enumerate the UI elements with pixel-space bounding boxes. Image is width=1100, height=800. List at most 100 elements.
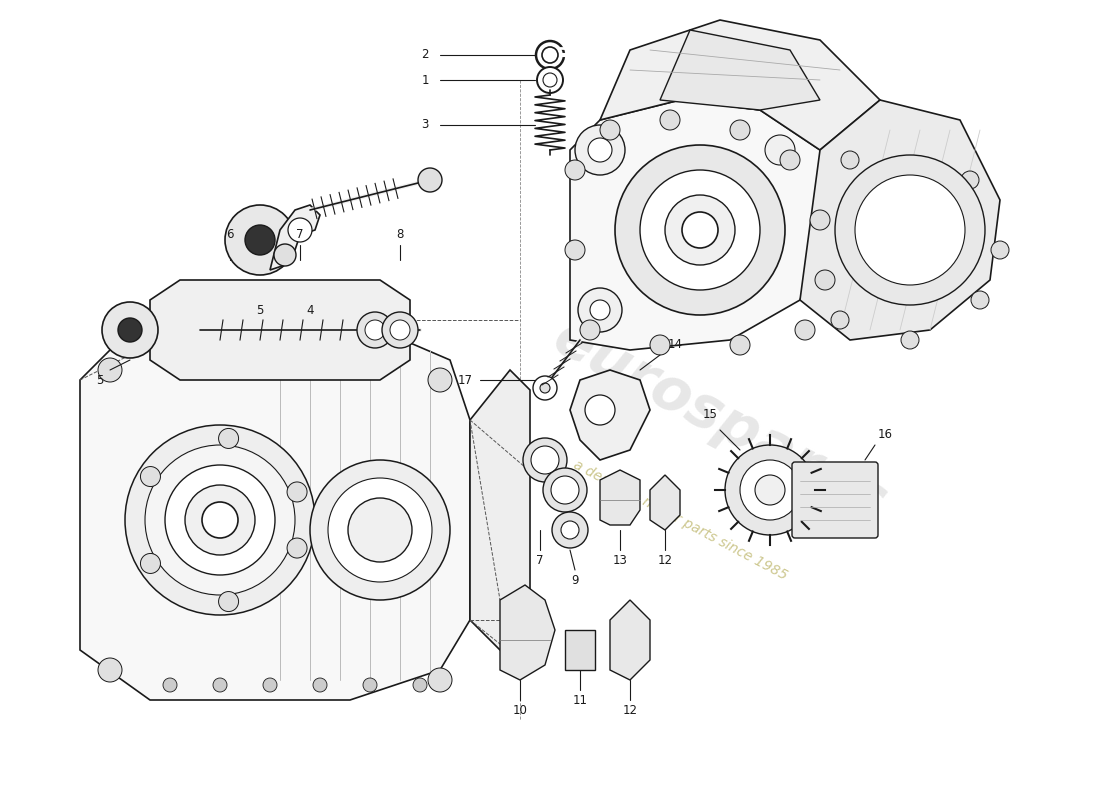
Circle shape <box>561 521 579 539</box>
Circle shape <box>682 212 718 248</box>
Bar <box>565 630 595 670</box>
Text: 17: 17 <box>458 374 473 386</box>
Circle shape <box>145 445 295 595</box>
Circle shape <box>600 120 620 140</box>
FancyBboxPatch shape <box>792 462 878 538</box>
Text: 9: 9 <box>571 574 579 586</box>
Circle shape <box>835 155 984 305</box>
Circle shape <box>288 218 312 242</box>
Circle shape <box>578 288 621 332</box>
Circle shape <box>390 320 410 340</box>
Circle shape <box>219 591 239 611</box>
Circle shape <box>650 335 670 355</box>
Polygon shape <box>800 100 1000 340</box>
Circle shape <box>660 110 680 130</box>
Polygon shape <box>150 280 410 380</box>
Circle shape <box>363 678 377 692</box>
Circle shape <box>98 658 122 682</box>
Text: 7: 7 <box>296 229 304 242</box>
Text: 15: 15 <box>703 409 717 422</box>
Polygon shape <box>600 470 640 525</box>
Circle shape <box>219 429 239 449</box>
Text: 4: 4 <box>306 303 313 317</box>
Circle shape <box>165 465 275 575</box>
Polygon shape <box>570 100 830 350</box>
Text: 12: 12 <box>623 703 638 717</box>
Circle shape <box>755 475 785 505</box>
Circle shape <box>901 331 918 349</box>
Text: 8: 8 <box>396 229 404 242</box>
Circle shape <box>358 312 393 348</box>
Circle shape <box>540 383 550 393</box>
Circle shape <box>565 240 585 260</box>
Circle shape <box>961 171 979 189</box>
Circle shape <box>815 270 835 290</box>
Circle shape <box>740 460 800 520</box>
Polygon shape <box>80 320 470 700</box>
Text: 14: 14 <box>668 338 682 351</box>
Polygon shape <box>500 585 556 680</box>
Circle shape <box>141 466 161 486</box>
Polygon shape <box>660 30 820 110</box>
Circle shape <box>412 678 427 692</box>
Polygon shape <box>570 370 650 460</box>
Circle shape <box>666 195 735 265</box>
Circle shape <box>991 241 1009 259</box>
Circle shape <box>855 175 965 285</box>
Text: 5: 5 <box>256 303 264 317</box>
Circle shape <box>580 320 600 340</box>
Circle shape <box>575 125 625 175</box>
Circle shape <box>565 160 585 180</box>
Circle shape <box>543 468 587 512</box>
Text: 3: 3 <box>421 118 429 131</box>
Circle shape <box>531 446 559 474</box>
Circle shape <box>163 678 177 692</box>
Circle shape <box>551 476 579 504</box>
Circle shape <box>418 168 442 192</box>
Circle shape <box>98 358 122 382</box>
Circle shape <box>428 368 452 392</box>
Text: 5: 5 <box>97 374 103 386</box>
Circle shape <box>795 320 815 340</box>
Polygon shape <box>270 205 320 270</box>
Circle shape <box>542 47 558 63</box>
Circle shape <box>287 538 307 558</box>
Circle shape <box>552 512 589 548</box>
Circle shape <box>314 678 327 692</box>
Text: 10: 10 <box>513 703 527 717</box>
Circle shape <box>141 554 161 574</box>
Text: 11: 11 <box>572 694 587 706</box>
Circle shape <box>185 485 255 555</box>
Circle shape <box>590 300 610 320</box>
Text: 12: 12 <box>658 554 672 566</box>
Circle shape <box>263 678 277 692</box>
Circle shape <box>522 438 566 482</box>
Text: a dealer in motor parts since 1985: a dealer in motor parts since 1985 <box>571 458 790 582</box>
Circle shape <box>328 478 432 582</box>
Circle shape <box>730 120 750 140</box>
Circle shape <box>287 482 307 502</box>
Circle shape <box>365 320 385 340</box>
Circle shape <box>780 150 800 170</box>
Circle shape <box>588 138 612 162</box>
Polygon shape <box>610 600 650 680</box>
Text: 2: 2 <box>421 49 429 62</box>
Circle shape <box>310 460 450 600</box>
Circle shape <box>125 425 315 615</box>
Polygon shape <box>470 370 530 650</box>
Text: eurospares: eurospares <box>543 308 896 532</box>
Circle shape <box>274 244 296 266</box>
Circle shape <box>585 395 615 425</box>
Circle shape <box>202 502 238 538</box>
Circle shape <box>543 73 557 87</box>
Text: 13: 13 <box>613 554 627 566</box>
Circle shape <box>226 205 295 275</box>
Circle shape <box>213 678 227 692</box>
Circle shape <box>830 311 849 329</box>
Text: 6: 6 <box>227 229 233 242</box>
Polygon shape <box>650 475 680 530</box>
Circle shape <box>764 135 795 165</box>
Circle shape <box>730 335 750 355</box>
Polygon shape <box>600 20 880 150</box>
Circle shape <box>348 498 412 562</box>
